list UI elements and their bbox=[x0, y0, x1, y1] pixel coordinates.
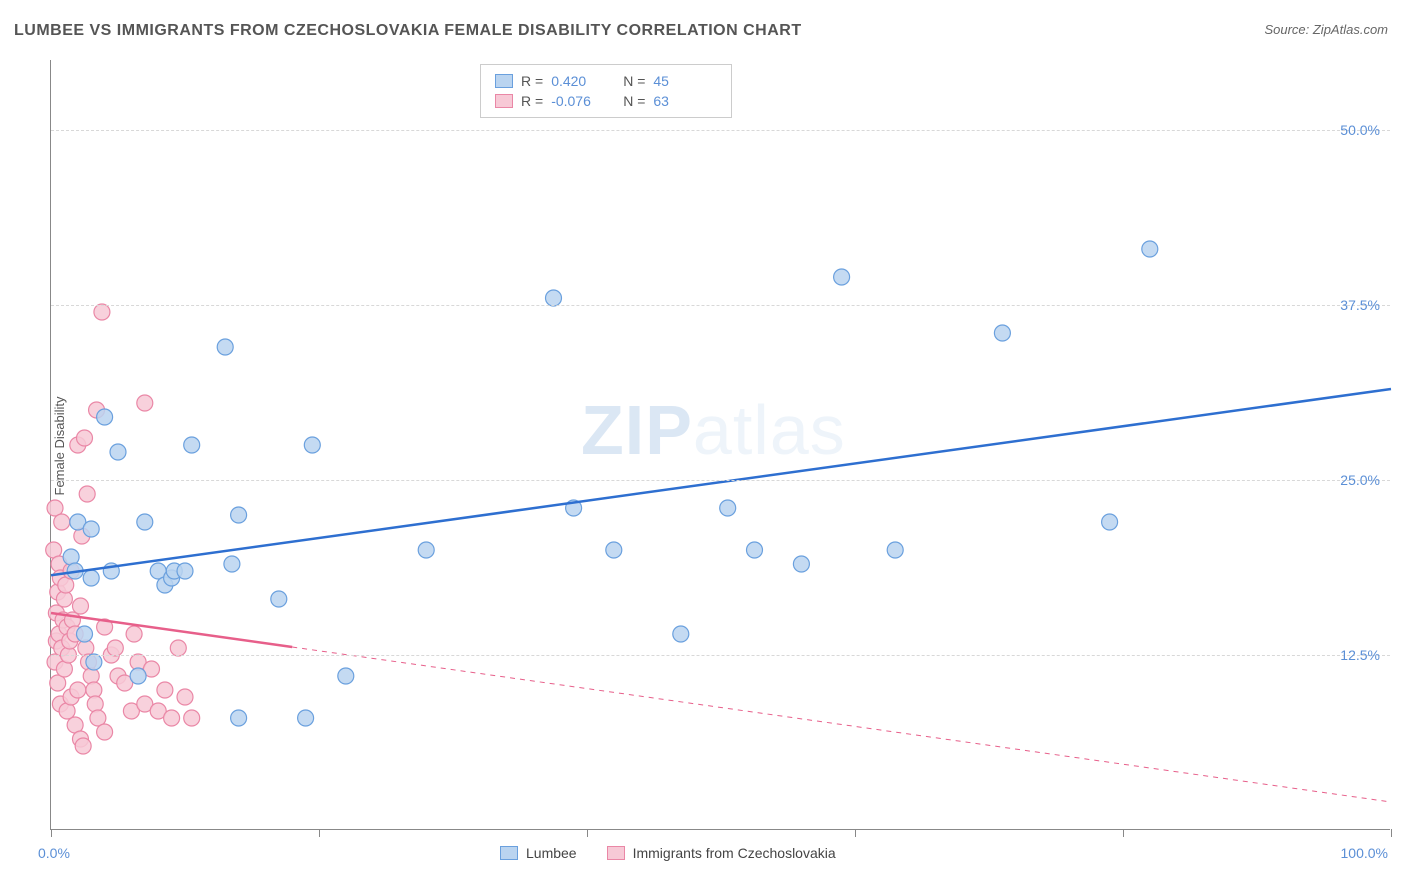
plot-area: ZIPatlas 12.5%25.0%37.5%50.0% bbox=[50, 60, 1390, 830]
bottom-legend-item-1: Immigrants from Czechoslovakia bbox=[607, 845, 836, 861]
bottom-legend-label-1: Immigrants from Czechoslovakia bbox=[633, 845, 836, 861]
scatter-point bbox=[70, 682, 86, 698]
scatter-point bbox=[75, 738, 91, 754]
scatter-point bbox=[887, 542, 903, 558]
stat-r-value-0: 0.420 bbox=[551, 73, 601, 89]
scatter-point bbox=[87, 696, 103, 712]
stat-n-value-0: 45 bbox=[653, 73, 703, 89]
scatter-point bbox=[79, 486, 95, 502]
scatter-point bbox=[231, 507, 247, 523]
bottom-swatch-0 bbox=[500, 846, 518, 860]
scatter-point bbox=[177, 563, 193, 579]
scatter-point bbox=[77, 430, 93, 446]
scatter-point bbox=[137, 395, 153, 411]
bottom-swatch-1 bbox=[607, 846, 625, 860]
stats-legend-row-0: R = 0.420 N = 45 bbox=[495, 71, 717, 91]
scatter-point bbox=[110, 444, 126, 460]
regression-line bbox=[51, 389, 1391, 575]
chart-title: LUMBEE VS IMMIGRANTS FROM CZECHOSLOVAKIA… bbox=[14, 22, 802, 40]
scatter-point bbox=[184, 710, 200, 726]
x-tick bbox=[1123, 829, 1124, 837]
x-start-label: 0.0% bbox=[38, 845, 70, 861]
x-tick bbox=[1391, 829, 1392, 837]
stat-r-value-1: -0.076 bbox=[551, 93, 601, 109]
scatter-point bbox=[224, 556, 240, 572]
scatter-point bbox=[83, 521, 99, 537]
source-label: Source: ZipAtlas.com bbox=[1264, 22, 1388, 37]
scatter-point bbox=[747, 542, 763, 558]
bottom-legend: Lumbee Immigrants from Czechoslovakia bbox=[500, 845, 836, 861]
scatter-point bbox=[298, 710, 314, 726]
scatter-point bbox=[834, 269, 850, 285]
gridline bbox=[51, 480, 1390, 481]
y-tick-label: 50.0% bbox=[1340, 122, 1380, 138]
scatter-point bbox=[54, 514, 70, 530]
scatter-point bbox=[83, 668, 99, 684]
scatter-point bbox=[137, 514, 153, 530]
bottom-legend-item-0: Lumbee bbox=[500, 845, 577, 861]
stat-n-value-1: 63 bbox=[653, 93, 703, 109]
stat-n-label-0: N = bbox=[623, 73, 645, 89]
scatter-point bbox=[97, 724, 113, 740]
scatter-point bbox=[231, 710, 247, 726]
scatter-point bbox=[83, 570, 99, 586]
scatter-point bbox=[94, 304, 110, 320]
x-tick bbox=[855, 829, 856, 837]
stat-n-label-1: N = bbox=[623, 93, 645, 109]
scatter-point bbox=[170, 640, 186, 656]
scatter-point bbox=[130, 668, 146, 684]
scatter-point bbox=[107, 640, 123, 656]
scatter-point bbox=[304, 437, 320, 453]
scatter-point bbox=[1102, 514, 1118, 530]
scatter-point bbox=[177, 689, 193, 705]
y-tick-label: 12.5% bbox=[1340, 647, 1380, 663]
scatter-point bbox=[164, 710, 180, 726]
scatter-point bbox=[97, 409, 113, 425]
stat-r-label-1: R = bbox=[521, 93, 543, 109]
x-tick bbox=[587, 829, 588, 837]
stats-legend: R = 0.420 N = 45 R = -0.076 N = 63 bbox=[480, 64, 732, 118]
scatter-point bbox=[720, 500, 736, 516]
scatter-point bbox=[1142, 241, 1158, 257]
scatter-point bbox=[994, 325, 1010, 341]
scatter-point bbox=[77, 626, 93, 642]
y-tick-label: 37.5% bbox=[1340, 297, 1380, 313]
scatter-point bbox=[126, 626, 142, 642]
gridline bbox=[51, 655, 1390, 656]
x-tick bbox=[319, 829, 320, 837]
regression-line-dashed bbox=[292, 647, 1391, 802]
gridline bbox=[51, 130, 1390, 131]
scatter-point bbox=[86, 654, 102, 670]
scatter-point bbox=[217, 339, 233, 355]
scatter-point bbox=[338, 668, 354, 684]
scatter-point bbox=[271, 591, 287, 607]
scatter-point bbox=[606, 542, 622, 558]
bottom-legend-label-0: Lumbee bbox=[526, 845, 577, 861]
gridline bbox=[51, 305, 1390, 306]
legend-swatch-1 bbox=[495, 94, 513, 108]
scatter-point bbox=[418, 542, 434, 558]
plot-svg bbox=[51, 60, 1390, 829]
y-tick-label: 25.0% bbox=[1340, 472, 1380, 488]
x-end-label: 100.0% bbox=[1341, 845, 1388, 861]
scatter-point bbox=[673, 626, 689, 642]
scatter-point bbox=[793, 556, 809, 572]
scatter-point bbox=[157, 682, 173, 698]
scatter-point bbox=[184, 437, 200, 453]
scatter-point bbox=[546, 290, 562, 306]
scatter-point bbox=[72, 598, 88, 614]
stats-legend-row-1: R = -0.076 N = 63 bbox=[495, 91, 717, 111]
legend-swatch-0 bbox=[495, 74, 513, 88]
stat-r-label-0: R = bbox=[521, 73, 543, 89]
x-tick bbox=[51, 829, 52, 837]
